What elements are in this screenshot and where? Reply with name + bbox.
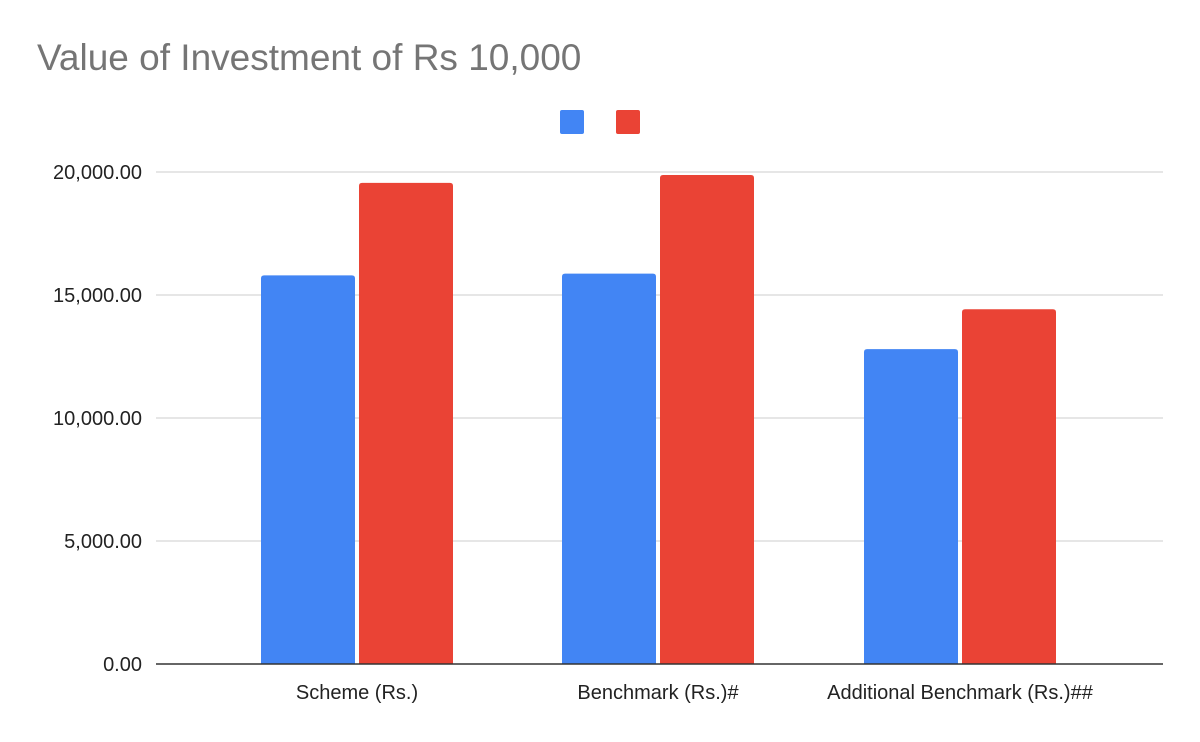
legend-swatch — [616, 110, 640, 134]
x-category-label: Additional Benchmark (Rs.)## — [827, 682, 1094, 704]
bar — [864, 349, 958, 664]
bar — [261, 275, 355, 664]
bar — [660, 174, 754, 664]
bar — [359, 182, 453, 664]
y-tick-label: 20,000.00 — [53, 162, 142, 184]
legend — [560, 110, 640, 134]
y-tick-label: 10,000.00 — [53, 408, 142, 430]
y-tick-label: 5,000.00 — [64, 531, 142, 553]
legend-swatch — [560, 110, 584, 134]
x-category-label: Benchmark (Rs.)# — [577, 682, 739, 704]
y-axis-ticks: 0.00 5,000.00 10,000.00 15,000.00 20,000.00 — [53, 162, 142, 676]
bar — [562, 273, 656, 664]
bars — [261, 174, 1056, 664]
y-tick-label: 0.00 — [103, 654, 142, 676]
x-category-label: Scheme (Rs.) — [296, 682, 418, 704]
chart-title: Value of Investment of Rs 10,000 — [37, 37, 582, 78]
x-axis-labels: Scheme (Rs.) Benchmark (Rs.)# Additional B… — [296, 682, 1094, 704]
bar — [962, 309, 1056, 664]
y-tick-label: 15,000.00 — [53, 285, 142, 307]
